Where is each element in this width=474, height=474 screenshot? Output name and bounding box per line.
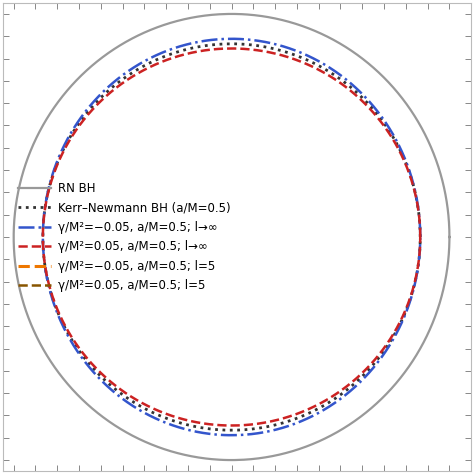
RN BH [442,189,448,195]
γ/M²=−0.05, a/M=0.5; l→∞ [413,194,419,200]
γ/M²=−0.05, a/M=0.5; l→∞ [418,234,423,240]
Line: RN BH: RN BH [14,14,449,460]
γ/M²=−0.05, a/M=0.5; l→∞ [231,36,237,42]
Kerr–Newmann BH (a/M=0.5) [231,41,237,46]
RN BH [172,450,178,456]
Line: γ/M²=0.05, a/M=0.5; l→∞: γ/M²=0.05, a/M=0.5; l→∞ [43,48,420,426]
RN BH [47,111,53,117]
γ/M²=0.05, a/M=0.5; l→∞ [180,416,185,422]
Kerr–Newmann BH (a/M=0.5) [70,339,76,345]
γ/M²=−0.05, a/M=0.5; l→∞ [53,307,59,313]
Line: Kerr–Newmann BH (a/M=0.5): Kerr–Newmann BH (a/M=0.5) [43,44,420,430]
Kerr–Newmann BH (a/M=0.5) [226,428,232,433]
γ/M²=0.05, a/M=0.5; l→∞ [226,423,232,428]
γ/M²=−0.05, a/M=0.5; l→∞ [71,125,77,131]
γ/M²=0.05, a/M=0.5; l→∞ [418,234,423,240]
γ/M²=−0.05, a/M=0.5; l→∞ [337,397,342,402]
Kerr–Newmann BH (a/M=0.5) [418,234,423,240]
Kerr–Newmann BH (a/M=0.5) [53,305,59,311]
γ/M²=−0.05, a/M=0.5; l→∞ [226,432,232,438]
γ/M²=−0.05, a/M=0.5; l→∞ [180,426,185,431]
γ/M²=−0.05, a/M=0.5; l→∞ [70,342,76,347]
RN BH [46,355,51,361]
RN BH [226,457,231,463]
Kerr–Newmann BH (a/M=0.5) [71,128,77,133]
RN BH [232,11,237,17]
RN BH [447,234,452,240]
Kerr–Newmann BH (a/M=0.5) [418,234,423,240]
Kerr–Newmann BH (a/M=0.5) [413,195,419,201]
RN BH [353,417,359,423]
Kerr–Newmann BH (a/M=0.5) [337,392,342,398]
Kerr–Newmann BH (a/M=0.5) [180,421,185,427]
γ/M²=0.05, a/M=0.5; l→∞ [71,130,77,136]
γ/M²=0.05, a/M=0.5; l→∞ [231,46,237,51]
RN BH [447,234,452,240]
RN BH [26,316,32,322]
γ/M²=0.05, a/M=0.5; l→∞ [413,196,419,202]
γ/M²=0.05, a/M=0.5; l→∞ [53,303,59,309]
γ/M²=−0.05, a/M=0.5; l→∞ [418,234,423,240]
γ/M²=0.05, a/M=0.5; l→∞ [418,234,423,240]
γ/M²=0.05, a/M=0.5; l→∞ [337,389,342,394]
γ/M²=0.05, a/M=0.5; l→∞ [70,336,76,342]
Line: γ/M²=−0.05, a/M=0.5; l→∞: γ/M²=−0.05, a/M=0.5; l→∞ [43,39,420,435]
Legend: RN BH, Kerr–Newmann BH (a/M=0.5), γ/M²=−0.05, a/M=0.5; l→∞, γ/M²=0.05, a/M=0.5; : RN BH, Kerr–Newmann BH (a/M=0.5), γ/M²=−… [13,177,236,297]
